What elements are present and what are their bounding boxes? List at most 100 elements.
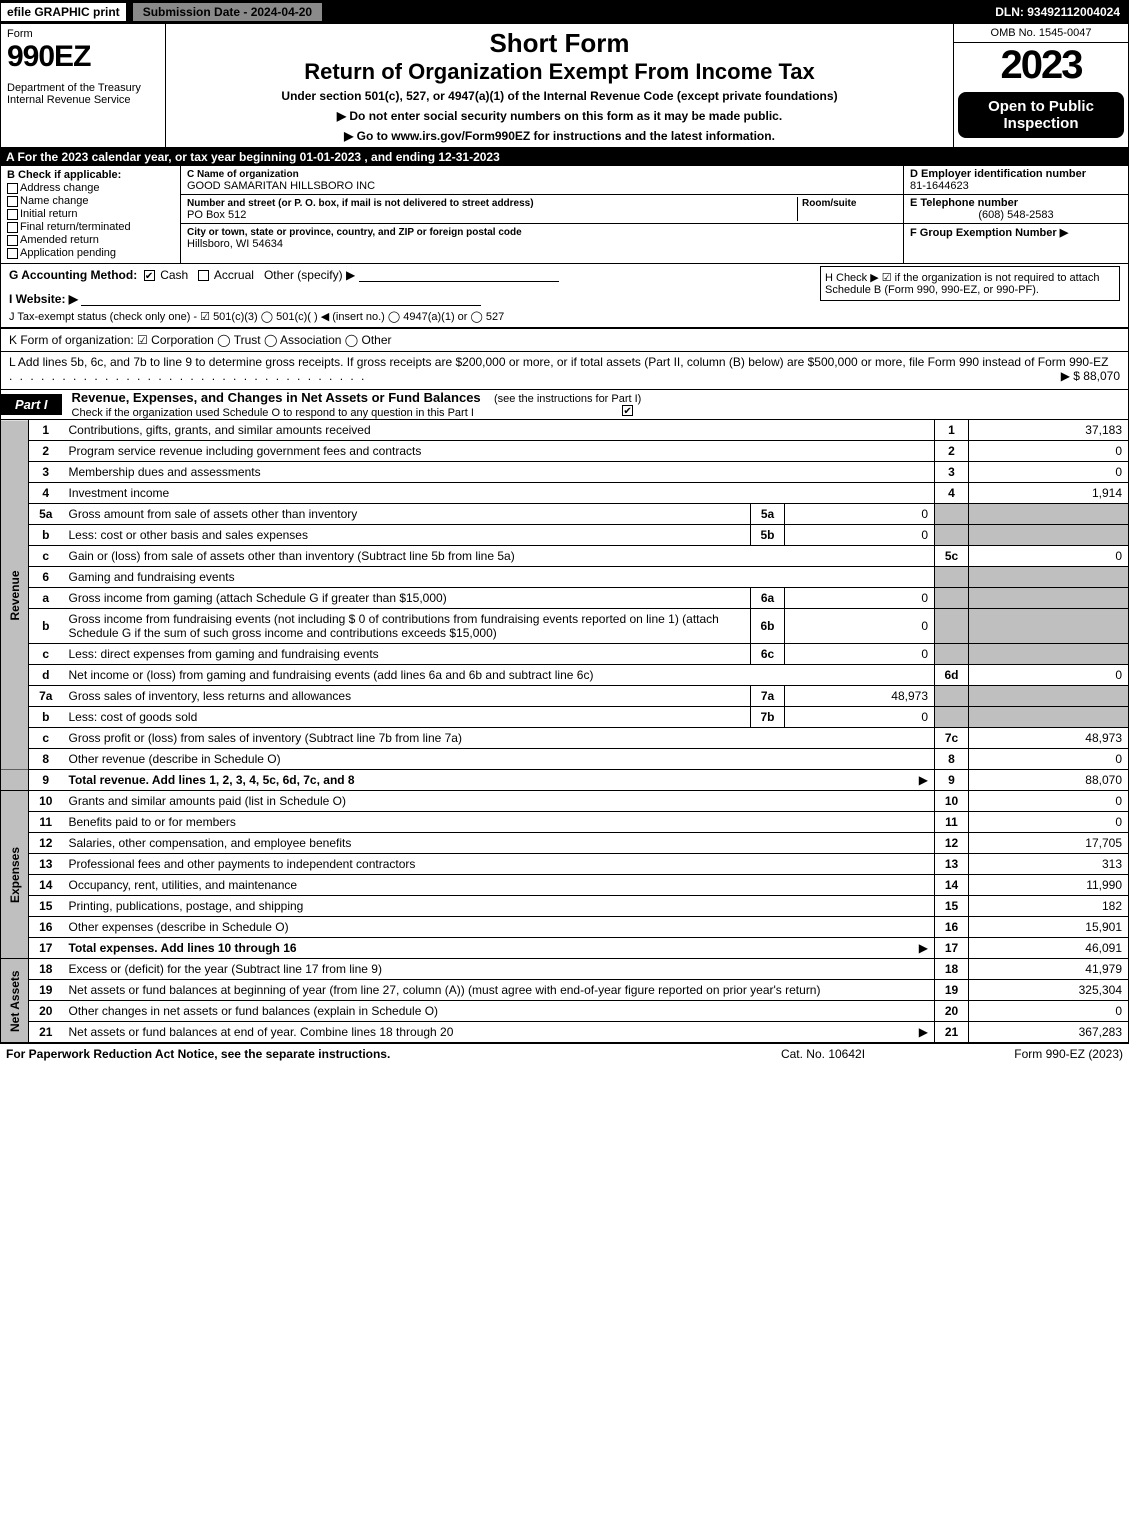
section-a-tax-year: A For the 2023 calendar year, or tax yea…	[0, 148, 1129, 166]
line-5c-rnum: 5c	[935, 546, 969, 567]
chk-initial-return[interactable]: Initial return	[7, 208, 174, 220]
part1-header: Part I Revenue, Expenses, and Changes in…	[0, 390, 1129, 420]
line-7a-num: 7a	[29, 686, 63, 707]
arrow-icon: ▶	[919, 941, 928, 955]
omb-number: OMB No. 1545-0047	[954, 24, 1128, 43]
line-5b-desc: Less: cost or other basis and sales expe…	[69, 528, 308, 542]
line-15-desc: Printing, publications, postage, and shi…	[69, 899, 304, 913]
line-5c-num: c	[29, 546, 63, 567]
line-16-num: 16	[29, 917, 63, 938]
phone-value: (608) 548-2583	[910, 209, 1122, 221]
line-20-desc: Other changes in net assets or fund bala…	[69, 1004, 439, 1018]
line-17-val: 46,091	[969, 938, 1129, 959]
chk-schedule-o[interactable]	[622, 405, 633, 416]
line-9-num: 9	[29, 770, 63, 791]
line-5a-inlab: 5a	[751, 504, 785, 525]
footer-catno: Cat. No. 10642I	[723, 1047, 923, 1061]
footer-paperwork: For Paperwork Reduction Act Notice, see …	[6, 1047, 723, 1061]
line-6a-desc: Gross income from gaming (attach Schedul…	[69, 591, 447, 605]
line-2-num: 2	[29, 441, 63, 462]
line-6c-desc: Less: direct expenses from gaming and fu…	[69, 647, 379, 661]
part1-title: Revenue, Expenses, and Changes in Net As…	[62, 390, 481, 405]
line-7c-rnum: 7c	[935, 728, 969, 749]
chk-name-change[interactable]: Name change	[7, 195, 174, 207]
part1-table: Revenue 1 Contributions, gifts, grants, …	[0, 420, 1129, 1043]
chk-address-change[interactable]: Address change	[7, 182, 174, 194]
street-label: Number and street (or P. O. box, if mail…	[187, 198, 534, 209]
top-bar: efile GRAPHIC print Submission Date - 20…	[0, 0, 1129, 24]
line-6b-grey	[935, 609, 969, 644]
line-7a-inval: 48,973	[785, 686, 935, 707]
line-12-val: 17,705	[969, 833, 1129, 854]
form-title: Return of Organization Exempt From Incom…	[174, 59, 945, 85]
line-18-num: 18	[29, 959, 63, 980]
efile-print-label[interactable]: efile GRAPHIC print	[1, 3, 128, 21]
org-info-row: B Check if applicable: Address change Na…	[0, 166, 1129, 264]
city-label: City or town, state or province, country…	[187, 227, 522, 238]
line-5b-num: b	[29, 525, 63, 546]
street-value: PO Box 512	[187, 209, 246, 221]
form-subtitle: Under section 501(c), 527, or 4947(a)(1)…	[174, 89, 945, 103]
line-6a-grey	[935, 588, 969, 609]
box-c-org: C Name of organization GOOD SAMARITAN HI…	[181, 166, 903, 263]
line-12-num: 12	[29, 833, 63, 854]
line-9-rnum: 9	[935, 770, 969, 791]
line-6a-grey2	[969, 588, 1129, 609]
part1-tab: Part I	[1, 394, 62, 415]
line-3-num: 3	[29, 462, 63, 483]
line-3-desc: Membership dues and assessments	[69, 465, 261, 479]
line-6-grey2	[969, 567, 1129, 588]
side-label-revenue: Revenue	[1, 420, 29, 770]
line-10-num: 10	[29, 791, 63, 812]
line-5b-inlab: 5b	[751, 525, 785, 546]
line-3-rnum: 3	[935, 462, 969, 483]
line-18-rnum: 18	[935, 959, 969, 980]
line-4-num: 4	[29, 483, 63, 504]
line-1-rnum: 1	[935, 420, 969, 441]
line-7b-grey	[935, 707, 969, 728]
line-7c-num: c	[29, 728, 63, 749]
line-21-val: 367,283	[969, 1022, 1129, 1043]
line-7b-inval: 0	[785, 707, 935, 728]
line-8-val: 0	[969, 749, 1129, 770]
chk-amended-return[interactable]: Amended return	[7, 234, 174, 246]
line-5b-inval: 0	[785, 525, 935, 546]
form-note-ssn: ▶ Do not enter social security numbers o…	[174, 109, 945, 123]
chk-accrual[interactable]	[198, 270, 209, 281]
form-note-link[interactable]: ▶ Go to www.irs.gov/Form990EZ for instru…	[174, 129, 945, 143]
line-13-rnum: 13	[935, 854, 969, 875]
line-13-desc: Professional fees and other payments to …	[69, 857, 416, 871]
line-14-num: 14	[29, 875, 63, 896]
dept-label: Department of the Treasury Internal Reve…	[7, 82, 159, 106]
line-1-desc: Contributions, gifts, grants, and simila…	[69, 423, 371, 437]
line-12-rnum: 12	[935, 833, 969, 854]
line-1-val: 37,183	[969, 420, 1129, 441]
form-header-right: OMB No. 1545-0047 2023 Open to Public In…	[953, 24, 1128, 147]
phone-label: E Telephone number	[910, 197, 1018, 209]
line-5c-val: 0	[969, 546, 1129, 567]
chk-application-pending[interactable]: Application pending	[7, 247, 174, 259]
line-8-desc: Other revenue (describe in Schedule O)	[69, 752, 281, 766]
line-9-val: 88,070	[969, 770, 1129, 791]
chk-cash[interactable]	[144, 270, 155, 281]
line-16-rnum: 16	[935, 917, 969, 938]
line-4-rnum: 4	[935, 483, 969, 504]
line-6c-grey2	[969, 644, 1129, 665]
line-11-val: 0	[969, 812, 1129, 833]
line-10-desc: Grants and similar amounts paid (list in…	[69, 794, 346, 808]
line-7b-num: b	[29, 707, 63, 728]
line-20-val: 0	[969, 1001, 1129, 1022]
line-15-val: 182	[969, 896, 1129, 917]
line-7b-grey2	[969, 707, 1129, 728]
line-6b-num: b	[29, 609, 63, 644]
part1-check-note: Check if the organization used Schedule …	[62, 407, 474, 419]
line-6a-inval: 0	[785, 588, 935, 609]
line-6d-rnum: 6d	[935, 665, 969, 686]
chk-final-return[interactable]: Final return/terminated	[7, 221, 174, 233]
line-k-form-org: K Form of organization: ☑ Corporation ◯ …	[0, 328, 1129, 352]
info-block-ghijk: H Check ▶ ☑ if the organization is not r…	[0, 264, 1129, 328]
ein-label: D Employer identification number	[910, 168, 1086, 180]
line-10-val: 0	[969, 791, 1129, 812]
line-6a-num: a	[29, 588, 63, 609]
line-7a-inlab: 7a	[751, 686, 785, 707]
